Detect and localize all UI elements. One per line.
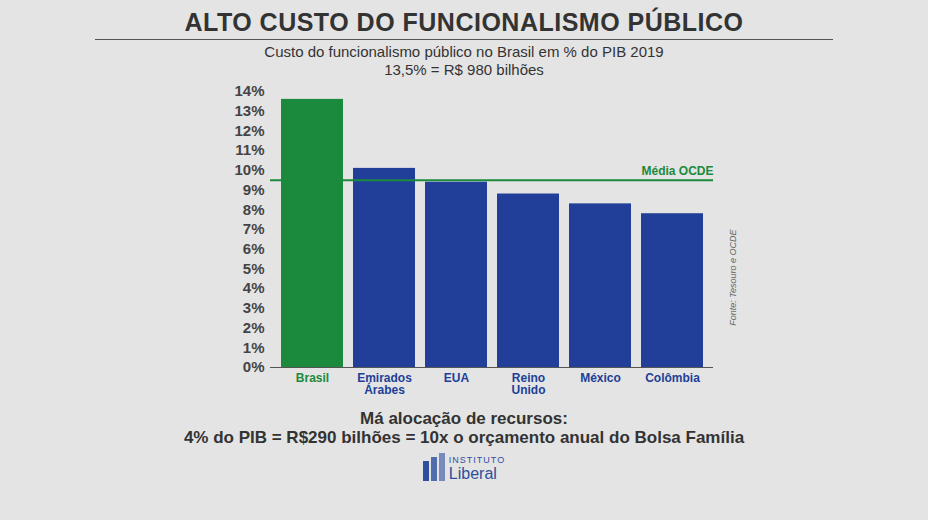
- html-text:INSTITUTO: INSTITUTO: [448, 455, 506, 465]
- svg-text:ReinoUnido: ReinoUnido: [512, 371, 546, 397]
- svg-text:Colômbia: Colômbia: [645, 371, 700, 385]
- svg-text:5%: 5%: [243, 260, 265, 277]
- html-text:4% do PIB = R$290 bilhões = 10: 4% do PIB = R$290 bilhões = 10x o orçame…: [183, 428, 745, 447]
- svg-text:0%: 0%: [243, 358, 265, 375]
- svg-text:Brasil: Brasil: [296, 371, 329, 385]
- html-text:Má alocação de recursos:: Má alocação de recursos:: [360, 409, 568, 428]
- svg-text:6%: 6%: [243, 240, 265, 257]
- html-text:Custo do funcionalismo público: Custo do funcionalismo público no Brasil…: [264, 43, 664, 60]
- svg-text:12%: 12%: [234, 122, 264, 139]
- svg-text:EmiradosÁrabes: EmiradosÁrabes: [357, 371, 412, 397]
- svg-text:8%: 8%: [243, 201, 265, 218]
- svg-text:7%: 7%: [243, 220, 265, 237]
- svg-text:4%: 4%: [243, 279, 265, 296]
- svg-text:13%: 13%: [234, 102, 264, 119]
- html-text:Liberal: Liberal: [448, 465, 497, 482]
- svg-text:Média OCDE: Média OCDE: [641, 164, 713, 178]
- svg-text:2%: 2%: [243, 319, 265, 336]
- svg-text:9%: 9%: [243, 181, 265, 198]
- svg-text:1%: 1%: [243, 339, 265, 356]
- svg-text:14%: 14%: [234, 82, 264, 99]
- html-text:13,5% = R$ 980 bilhões: 13,5% = R$ 980 bilhões: [384, 61, 544, 78]
- html-text:ALTO CUSTO DO FUNCIONALISMO PÚ: ALTO CUSTO DO FUNCIONALISMO PÚBLICO: [184, 8, 744, 36]
- svg-text:3%: 3%: [243, 299, 265, 316]
- svg-text:México: México: [580, 371, 621, 385]
- svg-text:EUA: EUA: [444, 371, 470, 385]
- svg-text:11%: 11%: [235, 141, 264, 158]
- svg-text:10%: 10%: [234, 161, 264, 178]
- svg-text:Fonte: Tesouro e OCDE: Fonte: Tesouro e OCDE: [728, 229, 738, 326]
